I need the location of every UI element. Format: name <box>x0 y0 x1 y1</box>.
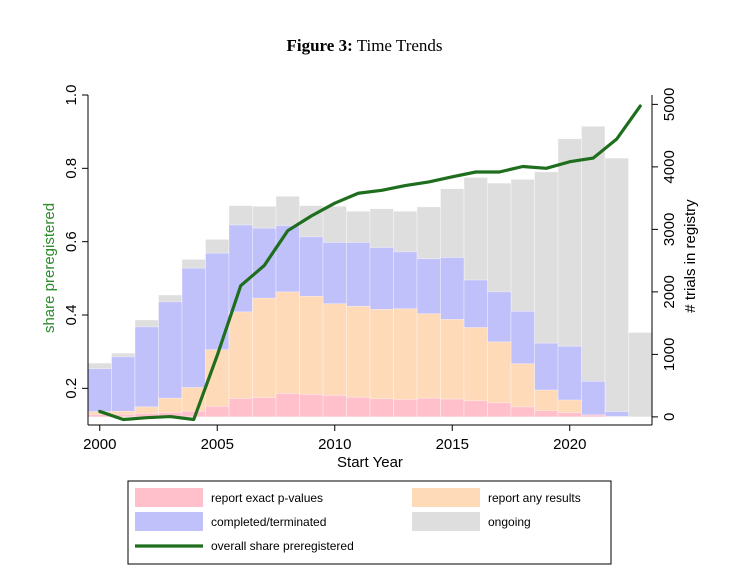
bar <box>557 412 582 418</box>
bar <box>346 396 371 418</box>
bar <box>628 332 653 418</box>
legend-swatch <box>135 512 203 531</box>
y-right-tick-label: 3000 <box>661 213 678 246</box>
x-tick-label: 2000 <box>83 436 116 453</box>
bar <box>322 395 347 418</box>
axes: 2000 2005 2010 2015 2020 Start Year 0.2 0.4 0.6 0… <box>41 85 699 471</box>
bar <box>111 356 136 418</box>
bar <box>134 326 159 418</box>
bar <box>87 368 112 418</box>
y-left-tick-label: 1.0 <box>63 85 80 106</box>
bar <box>440 398 465 418</box>
legend-swatch <box>412 512 480 531</box>
bar <box>581 380 606 418</box>
bar <box>604 157 629 418</box>
y-right-axis-title: # trials in registry <box>682 199 699 313</box>
bar <box>604 411 629 418</box>
y-left-tick-label: 0.8 <box>63 158 80 179</box>
x-tick-label: 2015 <box>436 436 469 453</box>
bar <box>463 400 488 418</box>
legend-label: report exact p-values <box>211 491 323 505</box>
x-axis-title: Start Year <box>337 454 403 471</box>
bar <box>252 397 277 418</box>
y-left-tick-label: 0.4 <box>63 305 80 326</box>
legend-swatch <box>135 488 203 507</box>
y-right-tick-label: 1000 <box>661 338 678 371</box>
y-left-axis-title: share preregistered <box>41 203 58 333</box>
bar <box>581 125 606 418</box>
bar-series-report-exact-p-values <box>87 393 629 418</box>
bar <box>416 397 441 418</box>
x-tick-label: 2010 <box>318 436 351 453</box>
bar <box>369 398 394 418</box>
legend-swatch <box>412 488 480 507</box>
legend-label: completed/terminated <box>211 515 326 529</box>
figure-caption: Figure 3: Time Trends <box>0 36 729 56</box>
bar <box>228 398 253 418</box>
bar <box>393 399 418 418</box>
bar <box>487 402 512 418</box>
y-right-tick-label: 0 <box>661 413 678 421</box>
legend-item-ongoing: ongoing <box>412 512 531 531</box>
figure-label: Figure 3: <box>286 36 353 55</box>
series-line-overall-share-preregistered <box>98 104 642 422</box>
legend-box <box>127 480 612 565</box>
legend-label: ongoing <box>488 515 531 529</box>
bar <box>299 394 324 418</box>
legend-item-report-exact-p-values: report exact p-values <box>135 488 323 507</box>
legend: report exact p-values report any results c… <box>127 480 612 565</box>
legend-label: report any results <box>488 491 581 505</box>
legend-label: overall share preregistered <box>211 539 354 553</box>
y-right-tick-label: 2000 <box>661 275 678 308</box>
figure-title: Time Trends <box>356 36 443 55</box>
line-layer <box>98 104 642 422</box>
legend-item-report-any-results: report any results <box>412 488 581 507</box>
bar <box>581 414 606 418</box>
bar <box>205 405 230 418</box>
legend-item-overall-share-preregistered: overall share preregistered <box>135 539 354 553</box>
legend-item-completed-terminated: completed/terminated <box>135 512 326 531</box>
y-right-tick-label: 4000 <box>661 150 678 183</box>
y-right-tick-label: 5000 <box>661 88 678 121</box>
y-left-tick-label: 0.2 <box>63 378 80 399</box>
bar-layer <box>87 125 653 418</box>
x-tick-label: 2005 <box>201 436 234 453</box>
bar <box>510 406 535 418</box>
x-tick-label: 2020 <box>553 436 586 453</box>
bar <box>275 393 300 418</box>
bar <box>534 410 559 418</box>
y-left-tick-label: 0.6 <box>63 231 80 252</box>
